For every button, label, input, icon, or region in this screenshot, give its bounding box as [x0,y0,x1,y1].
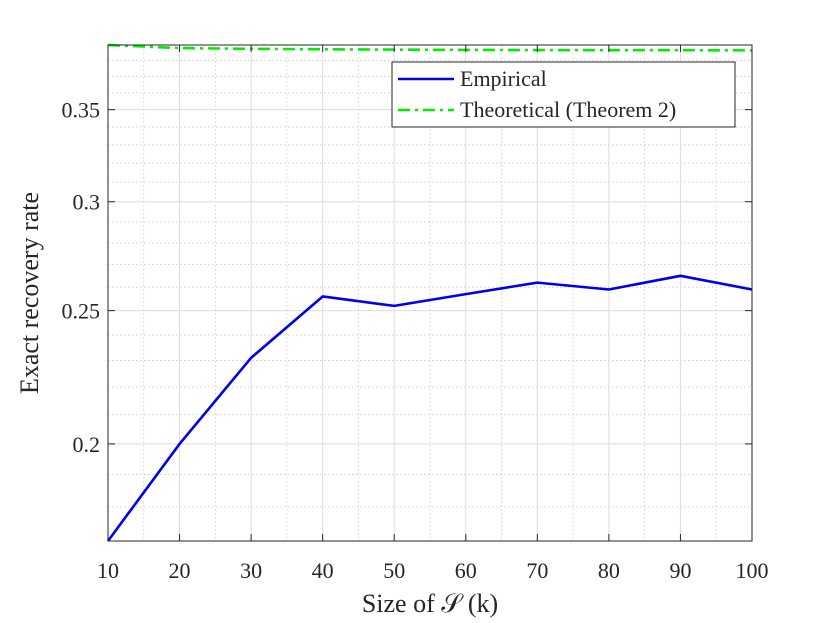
x-tick-labels: 10 20 30 40 50 60 70 80 90 100 [97,558,769,583]
y-tick-label: 0.2 [73,432,101,457]
x-tick-label: 40 [312,558,334,583]
legend-box [391,61,736,128]
y-tick-label: 0.25 [62,299,101,324]
series-line-1 [107,43,753,52]
x-tick-label: 100 [736,558,769,583]
legend-label-empirical: Empirical [460,66,547,91]
series-line-0 [106,274,753,542]
x-tick-label: 90 [669,558,691,583]
x-tick-label: 80 [598,558,620,583]
legend-label-theoretical: Theoretical (Theorem 2) [460,97,676,122]
legend: Empirical Theoretical (Theorem 2) [391,61,736,128]
x-tick-label: 70 [526,558,548,583]
plot-frame [107,44,753,542]
tick-marks [107,45,753,541]
x-tick-label: 60 [455,558,477,583]
x-tick-label: 30 [240,558,262,583]
x-tick-label: 50 [383,558,405,583]
y-tick-label: 0.35 [62,98,101,123]
y-tick-labels: 0.2 0.25 0.3 0.35 [62,98,101,457]
x-axis-label: Size of 𝒮 (k) [362,589,498,618]
y-axis-label: Exact recovery rate [15,192,44,394]
x-tick-label: 20 [169,558,191,583]
y-tick-label: 0.3 [73,190,101,215]
x-tick-label: 10 [97,558,119,583]
series-lines [106,43,753,542]
